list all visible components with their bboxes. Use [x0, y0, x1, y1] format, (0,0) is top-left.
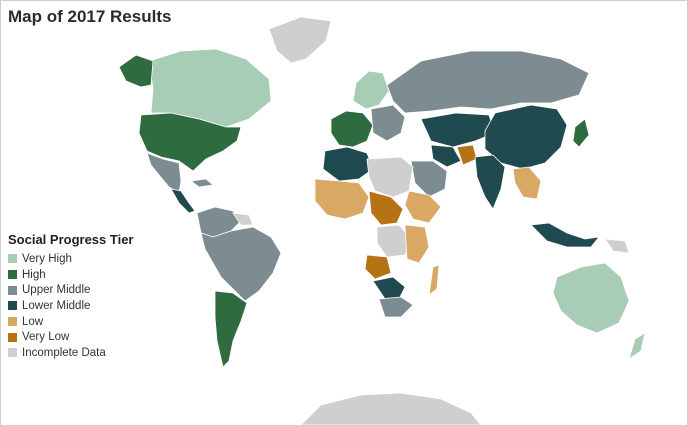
region-afghanistan[interactable]	[456, 144, 478, 166]
legend-swatch	[8, 254, 17, 264]
region-brazil[interactable]	[200, 226, 282, 302]
region-india[interactable]	[474, 154, 506, 210]
legend-item-very-low[interactable]: Very Low	[8, 329, 134, 345]
region-central-asia[interactable]	[420, 112, 496, 148]
legend-swatch	[8, 332, 17, 342]
region-southern-africa[interactable]	[372, 276, 406, 300]
region-eastern-europe[interactable]	[370, 104, 406, 142]
region-western-europe[interactable]	[330, 110, 374, 148]
region-alaska[interactable]	[118, 54, 154, 88]
region-congo[interactable]	[376, 224, 412, 258]
region-iran[interactable]	[430, 144, 462, 168]
region-greenland[interactable]	[268, 16, 332, 64]
region-southeast-asia[interactable]	[512, 166, 542, 200]
region-china[interactable]	[484, 104, 568, 170]
legend-label: Very Low	[22, 331, 70, 344]
legend-label: Low	[22, 315, 44, 328]
region-central-africa[interactable]	[368, 190, 404, 226]
region-guianas[interactable]	[232, 212, 254, 226]
region-arabia[interactable]	[410, 160, 448, 198]
legend-swatch	[8, 317, 17, 327]
region-japan[interactable]	[572, 118, 590, 148]
region-nordics[interactable]	[352, 70, 390, 110]
region-east-africa[interactable]	[404, 224, 430, 264]
region-angola[interactable]	[364, 254, 392, 280]
region-australia[interactable]	[552, 262, 630, 334]
legend-label: Lower Middle	[22, 299, 91, 312]
legend-title: Social Progress Tier	[8, 232, 134, 247]
region-north-africa[interactable]	[322, 146, 374, 182]
legend-swatch	[8, 270, 17, 280]
legend-item-low[interactable]: Low	[8, 314, 134, 330]
region-central-america[interactable]	[170, 188, 196, 214]
legend-item-lower-middle[interactable]: Lower Middle	[8, 298, 134, 314]
region-west-africa[interactable]	[314, 178, 370, 220]
legend-label: Upper Middle	[22, 284, 91, 297]
legend-swatch	[8, 301, 17, 311]
legend-label: High	[22, 268, 46, 281]
map-title: Map of 2017 Results	[8, 7, 172, 26]
region-madagascar[interactable]	[428, 264, 440, 296]
legend-item-incomplete-data[interactable]: Incomplete Data	[8, 345, 134, 361]
region-indonesia[interactable]	[530, 222, 600, 248]
region-usa[interactable]	[138, 112, 242, 172]
legend-item-upper-middle[interactable]: Upper Middle	[8, 282, 134, 298]
region-russia[interactable]	[386, 50, 590, 114]
region-horn-of-africa[interactable]	[404, 190, 442, 224]
region-south-africa[interactable]	[378, 296, 414, 318]
legend-label: Very High	[22, 252, 72, 265]
region-antarctica[interactable]	[300, 392, 482, 425]
region-sahara[interactable]	[366, 156, 414, 198]
region-caribbean[interactable]	[189, 178, 214, 188]
legend-swatch	[8, 285, 17, 295]
legend-item-very-high[interactable]: Very High	[8, 251, 134, 267]
legend-item-high[interactable]: High	[8, 267, 134, 283]
legend-swatch	[8, 348, 17, 358]
legend: Social Progress Tier Very High High Uppe…	[8, 232, 134, 361]
region-southern-cone[interactable]	[214, 290, 248, 368]
region-new-zealand[interactable]	[628, 332, 646, 360]
region-png[interactable]	[604, 238, 630, 254]
region-canada[interactable]	[148, 48, 272, 128]
legend-label: Incomplete Data	[22, 346, 106, 359]
